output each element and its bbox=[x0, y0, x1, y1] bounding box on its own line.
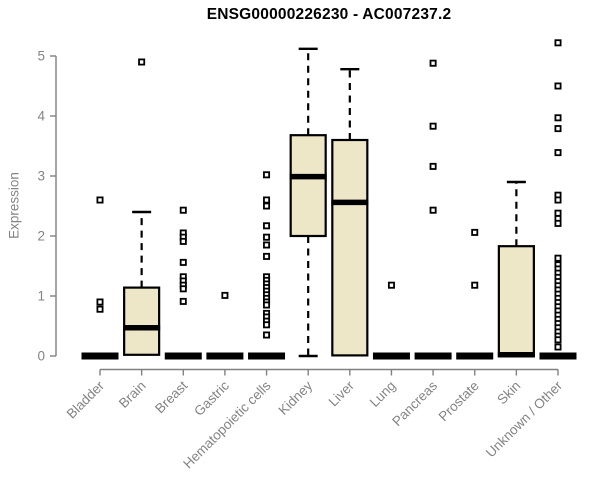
boxplot-lung bbox=[372, 281, 410, 360]
x-category-label-liver: Liver bbox=[326, 378, 358, 410]
boxplot-prostate bbox=[456, 228, 494, 360]
outlier-point bbox=[179, 258, 187, 266]
outlier-point bbox=[263, 331, 271, 339]
boxplot-breast bbox=[164, 206, 202, 360]
outlier-point bbox=[96, 298, 104, 306]
outlier-point bbox=[263, 301, 271, 309]
outlier-point bbox=[96, 196, 104, 204]
outlier-point bbox=[179, 285, 187, 293]
x-category-label-skin: Skin bbox=[494, 378, 523, 407]
outlier-point bbox=[263, 171, 271, 179]
outlier-point bbox=[554, 114, 562, 122]
y-tick-label: 1 bbox=[37, 289, 45, 304]
boxplot-unknown-other bbox=[539, 39, 577, 360]
outlier-point bbox=[263, 321, 271, 329]
boxplot-pancreas bbox=[414, 59, 452, 360]
outlier-point bbox=[263, 222, 271, 230]
y-tick-label: 5 bbox=[37, 49, 45, 64]
outlier-point bbox=[554, 343, 562, 351]
outlier-point bbox=[554, 196, 562, 204]
iqr-box bbox=[123, 286, 161, 356]
boxplot-hematopoietic-cells bbox=[248, 171, 286, 360]
outlier-point bbox=[138, 58, 146, 66]
x-category-label-unknown-other: Unknown / Other bbox=[483, 378, 566, 461]
outlier-point bbox=[263, 196, 271, 204]
boxplot-gastric bbox=[206, 291, 244, 360]
outlier-point bbox=[554, 125, 562, 133]
y-tick-label: 4 bbox=[37, 109, 45, 124]
iqr-box bbox=[497, 245, 535, 358]
outlier-point bbox=[554, 39, 562, 47]
outlier-point bbox=[471, 281, 479, 289]
outlier-point bbox=[179, 297, 187, 305]
x-category-label-brain: Brain bbox=[116, 378, 149, 411]
x-category-label-gastric: Gastric bbox=[191, 378, 232, 419]
outlier-point bbox=[221, 291, 229, 299]
outlier-point bbox=[429, 59, 437, 67]
x-category-label-prostate: Prostate bbox=[436, 378, 482, 424]
x-category-label-kidney: Kidney bbox=[276, 378, 316, 418]
iqr-box bbox=[331, 138, 369, 357]
outlier-point bbox=[263, 233, 271, 241]
y-tick-label: 2 bbox=[37, 229, 45, 244]
y-tick-label: 0 bbox=[37, 349, 45, 364]
boxplot-skin bbox=[497, 180, 535, 358]
outlier-point bbox=[554, 209, 562, 217]
outlier-point bbox=[263, 241, 271, 249]
outlier-point bbox=[263, 202, 271, 210]
boxplot-brain bbox=[123, 58, 161, 356]
x-category-label-breast: Breast bbox=[152, 378, 190, 416]
y-tick-label: 3 bbox=[37, 169, 45, 184]
boxplot-bladder bbox=[81, 196, 119, 360]
iqr-box bbox=[289, 134, 327, 238]
outlier-point bbox=[429, 206, 437, 214]
outlier-point bbox=[554, 82, 562, 90]
outlier-point bbox=[387, 281, 395, 289]
outlier-point bbox=[179, 206, 187, 214]
outlier-point bbox=[554, 336, 562, 344]
x-category-label-lung: Lung bbox=[367, 378, 399, 410]
outlier-point bbox=[554, 219, 562, 227]
outlier-point bbox=[471, 228, 479, 236]
outlier-point bbox=[96, 305, 104, 313]
outlier-point bbox=[429, 122, 437, 130]
boxplot-kidney bbox=[289, 47, 327, 358]
boxplot-liver bbox=[331, 67, 369, 357]
outlier-point bbox=[554, 149, 562, 157]
chart-title: ENSG00000226230 - AC007237.2 bbox=[206, 6, 452, 23]
outlier-point bbox=[179, 237, 187, 245]
x-category-label-pancreas: Pancreas bbox=[389, 378, 440, 429]
outlier-point bbox=[429, 162, 437, 170]
x-category-label-bladder: Bladder bbox=[64, 378, 108, 422]
outlier-point bbox=[554, 254, 562, 262]
outlier-point bbox=[263, 252, 271, 260]
